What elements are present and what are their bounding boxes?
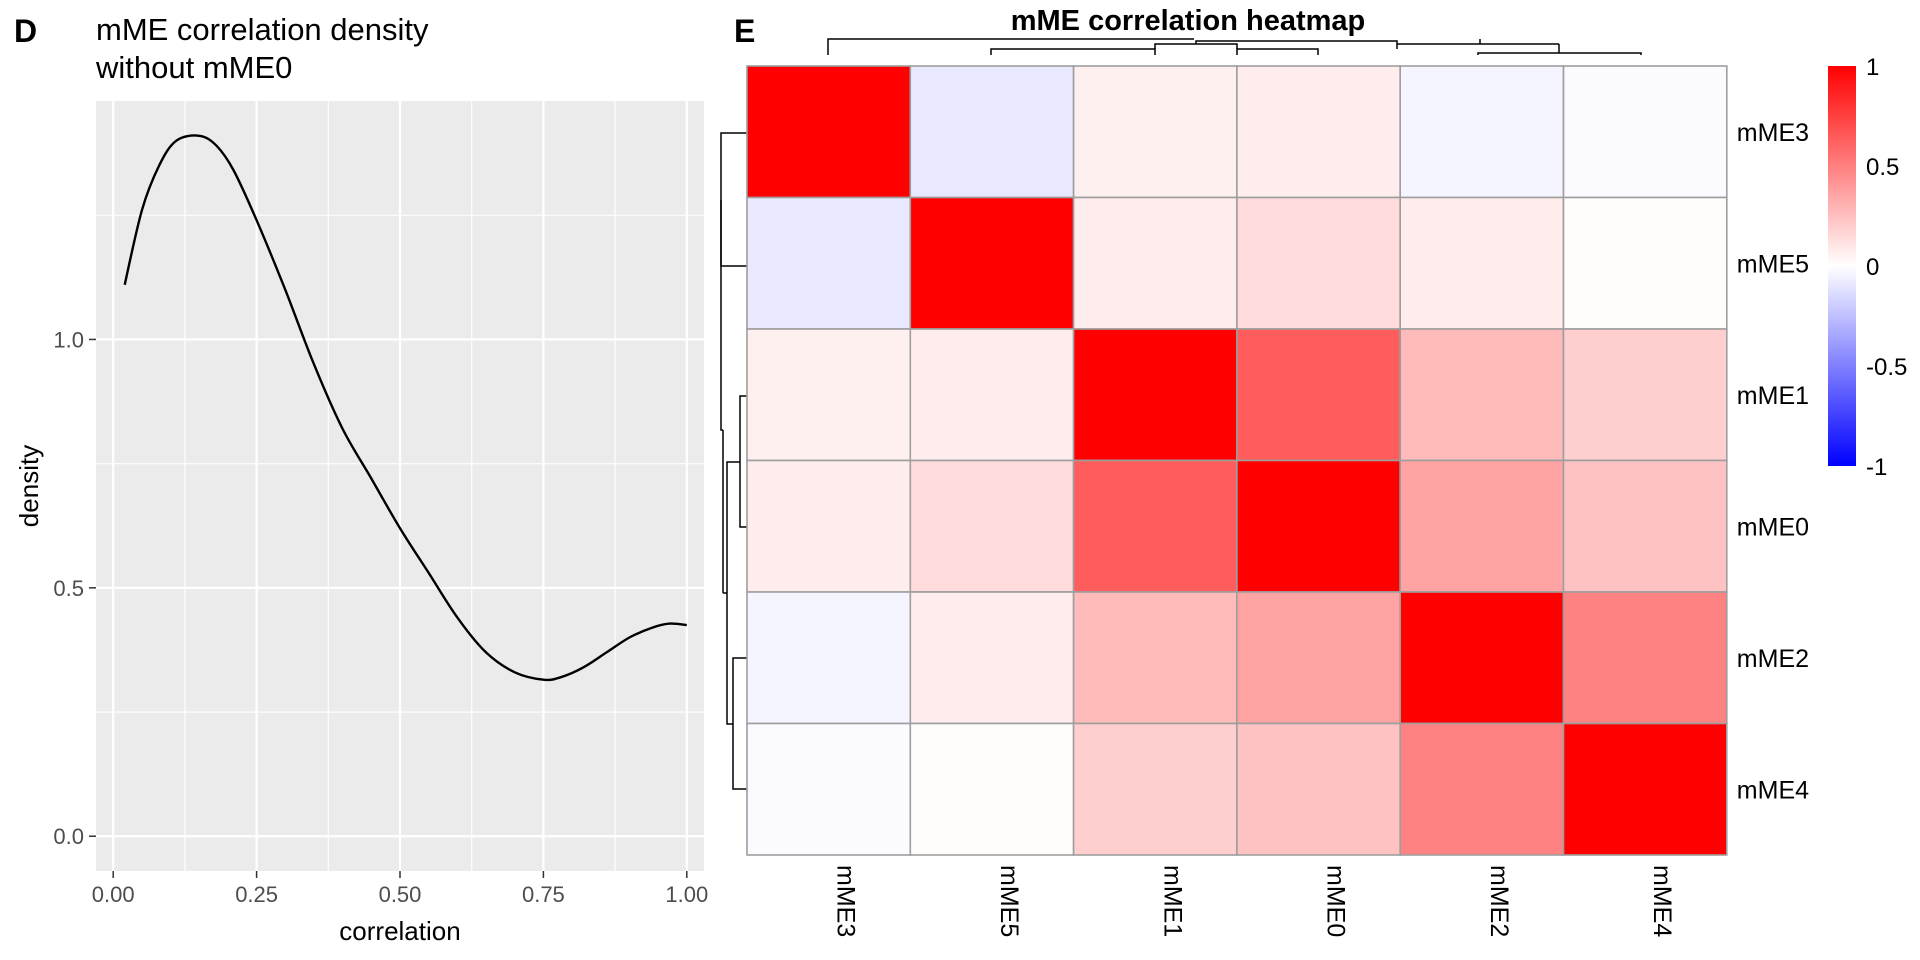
heatmap-cell-mME2-mME2 [1399,591,1565,725]
density-y-tick-label: 0.0 [53,824,84,849]
density-gridlines [96,101,704,871]
heatmap-cell-mME3-mME4 [1562,65,1728,199]
density-x-tick-label: 0.00 [92,882,135,907]
heatmap-cell-mME4-mME1 [1072,722,1238,856]
heatmap-cell-mME5-mME0 [1236,196,1402,330]
color-legend-tick-label: 0 [1866,254,1879,281]
color-legend-tick-label: 1 [1866,54,1879,81]
heatmap-cell-mME2-mME3 [746,591,912,725]
heatmap-cell-mME1-mME5 [909,328,1075,462]
heatmap-cell-mME1-mME4 [1562,328,1728,462]
heatmap-row-label: mME0 [1737,513,1809,541]
heatmap-cell-mME0-mME1 [1072,459,1238,593]
heatmap-cell-mME5-mME3 [746,196,912,330]
heatmap-column-label: mME2 [1485,865,1513,937]
heatmap-cell-mME4-mME2 [1399,722,1565,856]
panel-e-letter: E [734,13,755,49]
heatmap-cell-mME1-mME3 [746,328,912,462]
heatmap-cell-mME4-mME3 [746,722,912,856]
heatmap-cell-mME3-mME0 [1236,65,1402,199]
density-panel: D mME correlation density without mME0 0… [14,12,708,946]
heatmap-cell-mME4-mME4 [1562,722,1728,856]
heatmap-cell-mME0-mME3 [746,459,912,593]
heatmap-cell-mME5-mME2 [1399,196,1565,330]
heatmap-row-label: mME1 [1737,382,1809,410]
heatmap-cell-mME3-mME5 [909,65,1075,199]
density-x-tick-label: 1.00 [665,882,708,907]
density-x-tick-label: 0.50 [379,882,422,907]
color-legend-tick-label: -0.5 [1866,354,1907,381]
heatmap-cell-mME3-mME3 [746,65,912,199]
density-title-line-2: without mME0 [95,50,292,85]
heatmap-cell-mME2-mME5 [909,591,1075,725]
color-legend-tick-label: -1 [1866,454,1887,481]
heatmap-cell-mME4-mME5 [909,722,1075,856]
density-title-line-1: mME correlation density [96,12,429,47]
color-legend: 1 0.5 0 -0.5 -1 [1828,54,1907,481]
panel-d-letter: D [14,13,37,49]
heatmap-row-label: mME3 [1737,119,1809,147]
heatmap-cell-mME4-mME0 [1236,722,1402,856]
heatmap-column-label: mME0 [1322,865,1350,937]
heatmap-cell-mME3-mME2 [1399,65,1565,199]
heatmap-row-labels: mME3 mME5 mME1 mME0 mME2 mME4 [1737,119,1809,805]
heatmap-column-label: mME3 [832,865,860,937]
column-dendrogram [827,38,1642,55]
density-x-tick-label: 0.25 [235,882,278,907]
heatmap-title: mME correlation heatmap [1011,5,1366,37]
heatmap-cell-mME1-mME0 [1236,328,1402,462]
row-dendrogram [720,132,747,790]
heatmap-cell-mME3-mME1 [1072,65,1238,199]
density-x-tick-label: 0.75 [522,882,565,907]
heatmap-cell-mME0-mME5 [909,459,1075,593]
density-y-tick-label: 1.0 [53,327,84,352]
heatmap-column-label: mME1 [1158,865,1186,937]
heatmap-cell-mME1-mME1 [1072,328,1238,462]
density-y-axis-label: density [14,445,44,527]
density-y-tick-label: 0.5 [53,576,84,601]
heatmap-cell-mME0-mME0 [1236,459,1402,593]
heatmap-cell-mME0-mME2 [1399,459,1565,593]
color-legend-tick-label: 0.5 [1866,154,1899,181]
heatmap-column-labels: mME3 mME5 mME1 mME0 mME2 mME4 [832,865,1677,937]
density-axis-ticks: 0.00 0.25 0.50 0.75 1.00 0.0 0.5 1.0 [53,327,708,907]
density-x-axis-label: correlation [339,916,460,946]
heatmap-cell-mME2-mME0 [1236,591,1402,725]
heatmap-cells [746,65,1728,856]
heatmap-cell-mME2-mME4 [1562,591,1728,725]
heatmap-cell-mME2-mME1 [1072,591,1238,725]
density-title: mME correlation density without mME0 [95,12,437,85]
color-legend-ticks: 1 0.5 0 -0.5 -1 [1866,54,1907,481]
color-legend-bar [1828,66,1856,466]
heatmap-row-label: mME4 [1737,776,1809,804]
heatmap-cell-mME5-mME5 [909,196,1075,330]
heatmap-row-label: mME2 [1737,645,1809,673]
heatmap-cell-mME5-mME4 [1562,196,1728,330]
heatmap-cell-mME5-mME1 [1072,196,1238,330]
heatmap-cell-mME0-mME4 [1562,459,1728,593]
heatmap-column-label: mME4 [1648,865,1676,937]
density-curve [123,134,687,682]
heatmap-cell-mME1-mME2 [1399,328,1565,462]
heatmap-column-label: mME5 [995,865,1023,937]
heatmap-row-label: mME5 [1737,250,1809,278]
